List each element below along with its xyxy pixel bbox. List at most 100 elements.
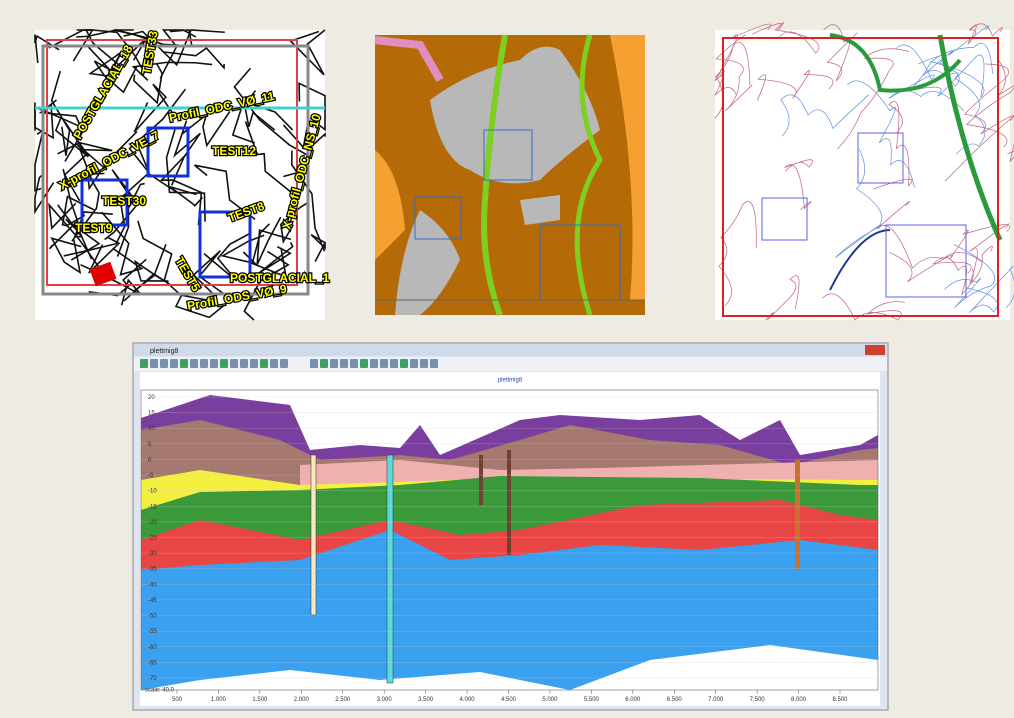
road <box>85 43 123 79</box>
road <box>86 130 138 191</box>
box <box>857 132 904 184</box>
road <box>280 201 310 245</box>
road <box>131 61 213 81</box>
window-title: plettmig8 <box>150 348 179 355</box>
toolbar-icons <box>140 359 438 368</box>
road <box>133 62 163 105</box>
map-label: TEST12 <box>212 144 256 158</box>
road <box>169 186 204 207</box>
tool-icon[interactable] <box>240 359 248 368</box>
box <box>146 126 190 178</box>
y-tick-label: 20 <box>148 395 155 401</box>
road <box>289 29 326 76</box>
frame <box>41 44 310 296</box>
y-tick-label: -60 <box>148 645 157 651</box>
road <box>192 250 229 298</box>
map-bg <box>715 30 1010 320</box>
tool-icon[interactable] <box>430 359 438 368</box>
road <box>50 237 82 275</box>
road <box>65 218 101 261</box>
x-tick-label: 1.500 <box>252 697 268 703</box>
road <box>290 150 326 252</box>
tool-icon[interactable] <box>250 359 258 368</box>
tool-icon[interactable] <box>340 359 348 368</box>
scale-label: scale: 40,0 <box>145 688 175 694</box>
tool-icon[interactable] <box>220 359 228 368</box>
tool-icon[interactable] <box>170 359 178 368</box>
y-tick-label: -30 <box>148 551 157 557</box>
tool-icon[interactable] <box>320 359 328 368</box>
road <box>159 151 203 226</box>
road <box>123 29 225 67</box>
road <box>34 173 55 215</box>
x-tick-label: 6.000 <box>625 697 641 703</box>
contour <box>822 293 905 321</box>
tool-icon[interactable] <box>190 359 198 368</box>
box <box>483 129 533 181</box>
road <box>244 121 295 196</box>
contour <box>823 24 858 82</box>
river <box>829 229 891 291</box>
contour <box>922 25 990 87</box>
tool-icon[interactable] <box>200 359 208 368</box>
y-tick-label: -35 <box>148 567 157 573</box>
map-2 <box>374 34 645 317</box>
road <box>231 100 294 144</box>
tool-icon[interactable] <box>330 359 338 368</box>
tool-icon[interactable] <box>280 359 288 368</box>
x-tick-label: 1.000 <box>211 697 227 703</box>
contour <box>847 80 915 188</box>
tool-icon[interactable] <box>350 359 358 368</box>
contour <box>835 148 883 258</box>
y-tick-label: -20 <box>148 520 157 526</box>
y-tick-label: -15 <box>148 504 157 510</box>
area <box>374 36 444 82</box>
tool-icon[interactable] <box>150 359 158 368</box>
map-3 <box>714 22 1014 321</box>
tool-icon[interactable] <box>390 359 398 368</box>
tool-icon[interactable] <box>310 359 318 368</box>
profile-window: plettmig8 plettmig8 20 15 10 5 0 -5 -10 -15 -20 -… <box>132 342 889 711</box>
contour <box>873 101 913 190</box>
contour <box>780 94 870 137</box>
axes: 20 15 10 5 0 -5 -10 -15 -20 -25 -30 -35 -40 -45 -50 -55… <box>140 389 879 703</box>
tool-icon[interactable] <box>380 359 388 368</box>
tool-icon[interactable] <box>420 359 428 368</box>
tool-icon[interactable] <box>180 359 188 368</box>
y-tick-label: -55 <box>148 629 157 635</box>
y-tick-label: 0 <box>148 457 152 463</box>
close-button[interactable] <box>865 345 885 355</box>
road <box>50 70 71 156</box>
contour <box>718 201 757 306</box>
contour <box>756 70 834 101</box>
layer <box>141 645 878 690</box>
contour <box>967 23 1003 45</box>
x-tick-label: 5.000 <box>542 697 558 703</box>
road <box>162 47 225 70</box>
plot-frame <box>140 389 879 691</box>
map-label: TEST9 <box>75 221 113 235</box>
tool-icon[interactable] <box>360 359 368 368</box>
tool-icon[interactable] <box>260 359 268 368</box>
tool-icon[interactable] <box>270 359 278 368</box>
tool-icon[interactable] <box>400 359 408 368</box>
borehole <box>310 454 317 616</box>
y-tick-label: -5 <box>148 473 154 479</box>
x-tick-label: 6.500 <box>667 697 683 703</box>
x-tick-label: 7.000 <box>708 697 724 703</box>
tool-icon[interactable] <box>160 359 168 368</box>
tool-icon[interactable] <box>410 359 418 368</box>
y-tick-label: -50 <box>148 614 157 620</box>
area <box>430 46 600 184</box>
tool-icon[interactable] <box>210 359 218 368</box>
tool-icon[interactable] <box>370 359 378 368</box>
y-tick-label: -45 <box>148 598 157 604</box>
contour <box>876 201 983 269</box>
borehole <box>507 450 511 555</box>
x-tick-label: 2.000 <box>294 697 310 703</box>
tool-icon[interactable] <box>230 359 238 368</box>
tool-icon[interactable] <box>140 359 148 368</box>
x-tick-label: 8.500 <box>832 697 848 703</box>
x-tick-label: 8.000 <box>791 697 807 703</box>
contour <box>751 22 820 54</box>
